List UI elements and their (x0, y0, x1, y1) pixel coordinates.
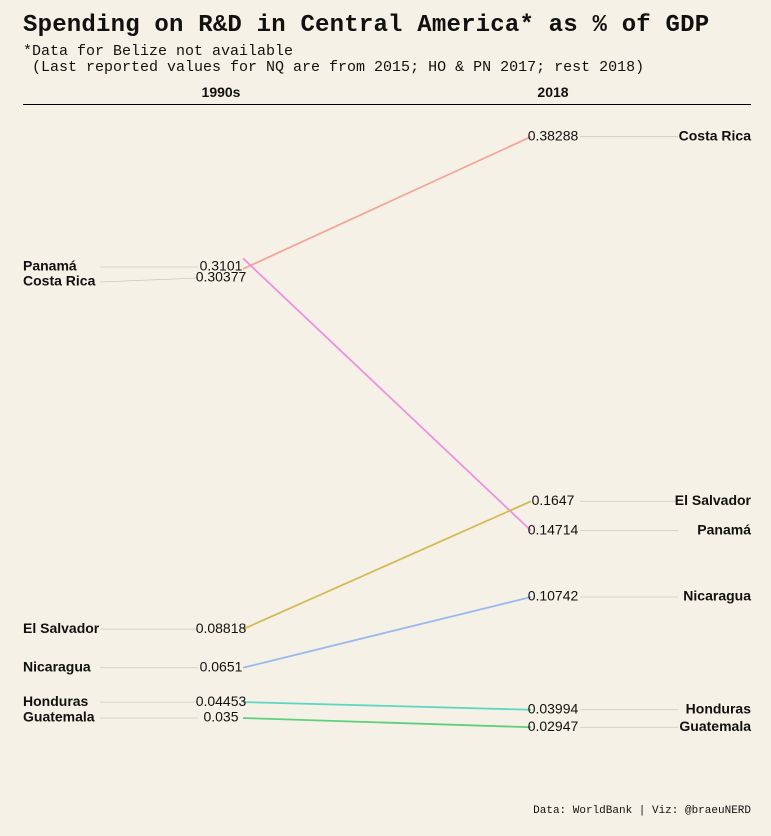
country-label-right-panama: Panamá (697, 521, 751, 537)
value-label-left-costa-rica: 0.30377 (196, 269, 247, 285)
value-label-right-el-salvador: 0.1647 (532, 492, 575, 508)
slope-line-el-salvador (242, 500, 532, 630)
value-label-right-guatemala: 0.02947 (528, 718, 579, 734)
country-label-right-honduras: Honduras (686, 700, 752, 716)
country-label-right-costa-rica: Costa Rica (679, 127, 752, 143)
value-label-right-costa-rica: 0.38288 (528, 127, 579, 143)
slope-line-guatemala (242, 717, 532, 729)
country-label-right-el-salvador: El Salvador (675, 492, 752, 508)
value-label-left-honduras: 0.04453 (196, 693, 247, 709)
header-rule (23, 104, 751, 105)
value-label-left-el-salvador: 0.08818 (196, 620, 247, 636)
country-label-left-honduras: Honduras (23, 693, 89, 709)
chart-subtitle-note: *Data for Belize not available (23, 43, 294, 60)
country-label-left-nicaragua: Nicaragua (23, 658, 91, 674)
value-label-left-nicaragua: 0.0651 (200, 658, 243, 674)
country-label-left-el-salvador: El Salvador (23, 620, 100, 636)
value-label-left-panama: 0.3101 (200, 258, 243, 274)
slope-line-costa-rica (242, 135, 532, 270)
country-label-left-costa-rica: Costa Rica (23, 273, 96, 289)
country-label-right-guatemala: Guatemala (679, 718, 751, 734)
value-label-left-guatemala: 0.035 (203, 709, 238, 725)
column-header-left: 1990s (201, 84, 241, 100)
guide-line-left-costa-rica (99, 277, 199, 283)
slope-line-panama (242, 257, 532, 532)
chart-subtitle-years: (Last reported values for NQ are from 20… (23, 59, 645, 76)
value-label-right-honduras: 0.03994 (528, 700, 579, 716)
source-credit: Data: WorldBank | Viz: @braeuNERD (533, 805, 751, 817)
chart-title: Spending on R&D in Central America* as %… (23, 12, 710, 39)
value-label-right-panama: 0.14714 (528, 521, 579, 537)
value-label-right-nicaragua: 0.10742 (528, 588, 579, 604)
slope-line-nicaragua (242, 596, 532, 669)
slope-line-honduras (242, 701, 532, 711)
country-label-left-panama: Panamá (23, 258, 77, 274)
column-header-right: 2018 (537, 84, 569, 100)
country-label-right-nicaragua: Nicaragua (683, 588, 751, 604)
country-label-left-guatemala: Guatemala (23, 709, 95, 725)
